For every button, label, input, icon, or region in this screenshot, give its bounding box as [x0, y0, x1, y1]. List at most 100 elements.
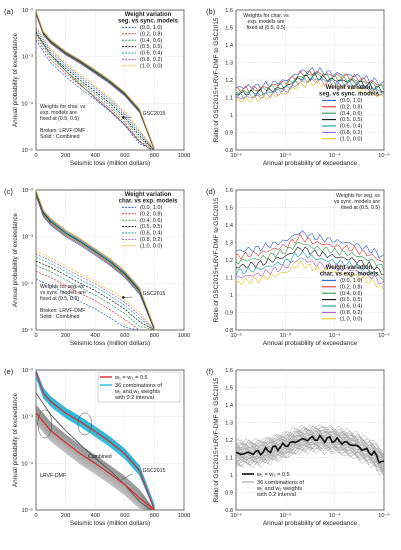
gsc2015-line: [36, 32, 152, 150]
legend-title: Weight variation: [326, 85, 373, 91]
ratio-line-5: [236, 257, 384, 285]
panel-letter: (c): [4, 187, 13, 196]
ratio-line-3: [236, 246, 384, 275]
x-tick-label: 10⁻³: [280, 153, 291, 159]
legend-entry: (1.0, 0.0): [140, 63, 163, 69]
combined-combination-line: [36, 370, 155, 506]
x-tick-label: 10⁻⁵: [378, 512, 390, 519]
lrvf-combination-line: [36, 419, 155, 510]
legend-entry: (0.4, 0.6): [140, 38, 163, 44]
ratio-line-6: [236, 79, 384, 103]
x-axis-label: Seismic loss (million dollars): [70, 520, 150, 527]
y-tick-label: 1.3: [225, 421, 233, 427]
plot-frame: [235, 9, 385, 151]
legend-entry: with 0.2 interval: [256, 492, 296, 498]
panel-letter: (b): [206, 7, 216, 16]
legend-entry: (0.0, 1.0): [140, 205, 163, 211]
combined-line-0: [36, 195, 155, 330]
x-tick-label: 1000: [178, 153, 190, 159]
curves: [36, 10, 155, 150]
ratio-line-6: [236, 259, 384, 291]
y-tick-label: 10⁻⁵: [22, 327, 34, 334]
y-tick-label: 1.5: [225, 386, 233, 392]
y-tick-label: 1.6: [225, 188, 233, 194]
x-tick-label: 10⁻²: [230, 513, 241, 519]
x-tick-label: 400: [91, 153, 100, 159]
y-tick-label: 1: [230, 293, 233, 299]
legend-entry: (0.2, 0.8): [340, 104, 363, 110]
y-tick-label: 1.2: [225, 438, 233, 444]
lrvf-combination-line: [36, 413, 155, 510]
x-tick-label: 200: [61, 333, 70, 339]
combination-ratio-line: [236, 430, 384, 463]
lrvf-combination-line: [36, 416, 155, 510]
combined-equal-weight-line: [36, 371, 155, 510]
lrvf-combination-line: [36, 409, 155, 510]
annotation-weights-1: Weights for char. vs: [243, 13, 289, 19]
curves: [36, 190, 155, 330]
lrvf-combination-line: [36, 421, 155, 510]
y-tick-label: 1.6: [225, 368, 233, 374]
panel-d: 10⁻² 10⁻³ 10⁻⁴ 10⁻⁵ 0.8 0.9 1 1.1 1.2 1.3 1.4 1.5 1.…: [206, 187, 390, 347]
lrvf-combination-line: [36, 404, 155, 510]
legend-entry: (0.4, 0.6): [340, 291, 363, 297]
y-axis-label: Ratio of GSC2015+LRVF-DMF to GSC2015: [213, 17, 220, 142]
combination-ratio-line: [236, 432, 384, 462]
y-tick-label: 0.8: [225, 148, 233, 154]
y-tick-label: 10⁻⁵: [22, 507, 34, 514]
lrvf-equal-weight-line: [36, 412, 155, 510]
annotation-weights-1: Weights for seg. vs: [336, 193, 380, 199]
lrvf-combination-line: [36, 408, 155, 510]
combined-line-1: [36, 194, 155, 330]
panel-f: 10⁻² 10⁻³ 10⁻⁴ 10⁻⁵ 0.8 0.9 1 1.1 1.2 1.3 1.4 1.5 1.…: [206, 367, 390, 527]
combined-line-4: [36, 190, 155, 330]
lrvf-combination-line: [36, 405, 155, 510]
y-tick-label: 1.4: [225, 43, 233, 49]
x-tick-label: 10⁻³: [280, 513, 291, 519]
lrvf-dmf-line-3: [36, 260, 155, 330]
ratio-curves: [236, 230, 384, 291]
legend-entry: (0.2, 0.8): [140, 31, 163, 37]
x-axis-label: Seismic loss (million dollars): [70, 340, 150, 347]
lrvf-combination-line: [36, 409, 155, 510]
plot-frame: [235, 189, 385, 331]
y-tick-label: 1.2: [225, 78, 233, 84]
lrvf-dmf-line-5: [36, 253, 155, 330]
lrvf-combination-line: [36, 422, 155, 510]
x-tick-label: 800: [150, 513, 159, 519]
legend-entry: (0.6, 0.4): [140, 51, 163, 57]
y-tick-label: 1.4: [225, 223, 233, 229]
legend-entry: (0.5, 0.5): [140, 44, 163, 50]
x-tick-label: 10⁻⁵: [378, 152, 390, 159]
annotation-gsc2015: GSC2015: [143, 111, 166, 117]
x-tick-label: 800: [150, 153, 159, 159]
lrvf-combination-line: [36, 414, 155, 510]
x-tick-label: 800: [150, 333, 159, 339]
combination-ratio-line: [236, 424, 384, 451]
y-tick-label: 1.4: [225, 403, 233, 409]
y-tick-label: 0.9: [225, 131, 233, 137]
y-tick-label: 10⁻²: [22, 368, 33, 374]
panel-e: 0 200 400 600 800 1000 10⁻⁵ 10⁻⁴ 10⁻³ 10⁻² (e) Seis…: [4, 367, 190, 527]
y-tick-label: 10⁻⁴: [21, 460, 33, 467]
lrvf-combination-line: [36, 411, 155, 510]
combined-line-3: [36, 192, 155, 330]
legend-entry: 36 combinations of: [115, 383, 162, 389]
legend-entry: (0.0, 1.0): [140, 25, 163, 31]
legend-entry: (0.5, 0.5): [340, 117, 363, 123]
x-tick-label: 0: [34, 333, 37, 339]
legend-entry: (0.0, 1.0): [340, 278, 363, 284]
annotation-weights-2: vs sync. models are: [40, 290, 86, 296]
x-tick-label: 1000: [178, 333, 190, 339]
lrvf-combination-line: [36, 423, 155, 510]
annotation-weights-1: Weights for char. vs: [40, 104, 86, 110]
annotation-gsc2015: GSC2015: [143, 291, 166, 297]
legend-title: Weight variation: [326, 265, 373, 271]
annotation-gsc2015: GSC2015: [143, 468, 166, 474]
combined-line-1: [36, 13, 155, 150]
ratio-line-4: [236, 76, 384, 100]
lrvf-dmf-line-3: [36, 31, 155, 150]
lrvf-combination-line: [36, 420, 155, 510]
panel-letter: (a): [4, 7, 14, 16]
combined-line-2: [36, 193, 155, 330]
